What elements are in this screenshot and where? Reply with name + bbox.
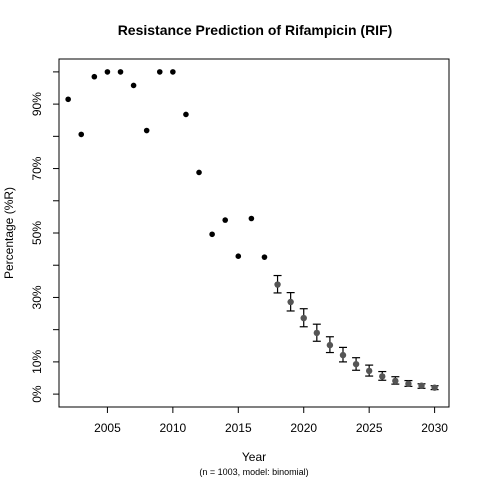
data-point bbox=[405, 380, 412, 387]
x-tick-label: 2030 bbox=[421, 421, 448, 435]
data-point bbox=[156, 69, 163, 75]
x-tick-label: 2015 bbox=[225, 421, 252, 435]
data-point bbox=[143, 127, 150, 134]
data-point bbox=[235, 253, 242, 259]
x-tick-label: 2005 bbox=[94, 421, 121, 435]
data-point bbox=[300, 314, 307, 322]
data-point bbox=[287, 298, 294, 306]
data-point bbox=[78, 131, 85, 138]
data-point bbox=[130, 82, 137, 89]
data-point bbox=[418, 382, 425, 389]
y-axis: 0% 10% 30% 50% 70% 90% bbox=[30, 71, 59, 403]
x-tick-label: 2020 bbox=[290, 421, 317, 435]
y-tick-label: 70% bbox=[30, 156, 44, 180]
data-point bbox=[196, 169, 202, 176]
y-tick-label: 90% bbox=[30, 92, 44, 116]
data-point bbox=[65, 96, 71, 103]
data-point bbox=[248, 215, 255, 222]
x-tick-label: 2010 bbox=[160, 421, 187, 435]
data-point bbox=[261, 254, 268, 260]
chart-caption: (n = 1003, model: binomial) bbox=[199, 467, 308, 477]
chart-title: Resistance Prediction of Rifampicin (RIF… bbox=[118, 22, 393, 38]
data-point bbox=[91, 73, 98, 80]
y-tick-label: 0% bbox=[30, 385, 44, 403]
series-1 bbox=[65, 69, 268, 260]
x-tick-label: 2025 bbox=[356, 421, 383, 435]
data-point bbox=[379, 373, 386, 380]
data-point bbox=[352, 360, 360, 368]
data-point bbox=[170, 69, 176, 75]
data-point bbox=[209, 231, 215, 238]
y-tick-label: 10% bbox=[30, 350, 44, 374]
data-point bbox=[431, 384, 438, 391]
x-axis: 2005 2010 2015 2020 2025 2030 bbox=[94, 407, 448, 435]
data-point bbox=[104, 69, 111, 75]
y-axis-label: Percentage (%R) bbox=[2, 187, 16, 279]
data-point bbox=[313, 329, 321, 337]
series-2 bbox=[273, 274, 439, 391]
data-point bbox=[326, 341, 334, 349]
data-point bbox=[222, 217, 229, 223]
data-point bbox=[274, 281, 281, 288]
data-point bbox=[339, 351, 347, 359]
y-tick-label: 50% bbox=[30, 221, 44, 245]
data-point bbox=[183, 111, 189, 118]
x-axis-label: Year bbox=[242, 450, 266, 464]
data-point bbox=[392, 377, 399, 385]
data-points bbox=[65, 69, 439, 391]
data-point bbox=[117, 69, 124, 75]
data-point bbox=[365, 367, 373, 375]
y-tick-label: 30% bbox=[30, 285, 44, 309]
